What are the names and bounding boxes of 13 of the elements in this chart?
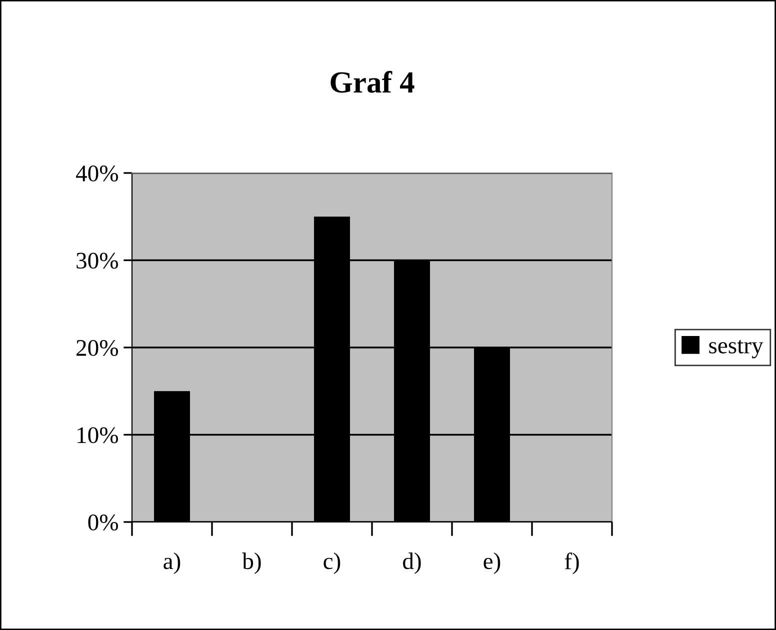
y-tick-label: 20% (76, 340, 118, 356)
x-tick-label: a) (164, 552, 180, 574)
y-tick-label: 10% (78, 427, 118, 444)
x-tick-label: b) (242, 552, 261, 574)
x-tick-label: c) (324, 552, 340, 574)
x-tick-label: e) (484, 552, 500, 574)
y-tick-label: 40% (76, 165, 118, 182)
legend-label: sestry (709, 340, 764, 358)
y-tick-label: 30% (76, 252, 118, 269)
x-tick-label: f) (564, 552, 579, 574)
x-tick-label: d) (403, 552, 421, 574)
chart-title: Graf 4 (330, 70, 414, 93)
y-tick-label: 0% (88, 514, 118, 530)
